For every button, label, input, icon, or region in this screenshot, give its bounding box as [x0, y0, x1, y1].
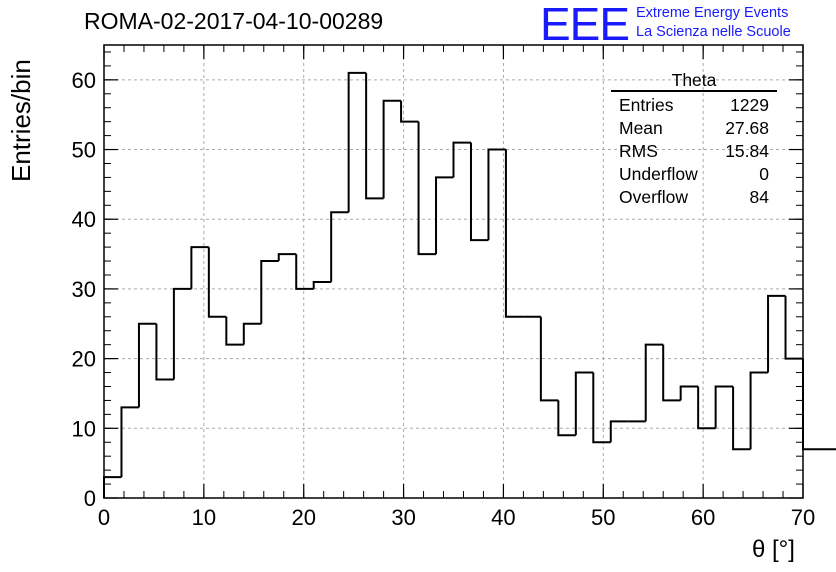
- histogram-bin: [435, 176, 454, 255]
- y-tick-label: 60: [72, 68, 96, 93]
- chart-title: ROMA-02-2017-04-10-00289: [84, 8, 384, 34]
- stats-label: RMS: [619, 141, 658, 161]
- stats-row: Overflow 84: [611, 186, 777, 209]
- x-tick-label: 0: [98, 505, 110, 530]
- histogram-bin: [732, 386, 751, 451]
- histogram-bin: [242, 322, 262, 345]
- x-tick-label: 70: [791, 505, 815, 530]
- histogram-bin: [679, 385, 699, 401]
- stats-value: 15.84: [725, 141, 769, 161]
- stats-value: 84: [749, 187, 769, 207]
- logo-caption: Extreme Energy Events La Scienza nelle S…: [636, 4, 791, 42]
- tick-labels: 0 10 20 30 40 50 60 70 0 10 20 30 40 50 60: [72, 68, 816, 530]
- histogram-bin: [347, 71, 367, 213]
- histogram-bin: [749, 371, 769, 450]
- stats-value: 1229: [730, 95, 769, 115]
- stats-label: Underflow: [619, 164, 698, 184]
- histogram-bin: [155, 323, 174, 381]
- histogram-bin: [400, 100, 419, 123]
- histogram-bin: [469, 142, 489, 242]
- histogram-bin: [767, 294, 786, 373]
- stats-row: RMS 15.84: [611, 140, 777, 163]
- y-tick-label: 20: [72, 347, 96, 372]
- x-tick-label: 20: [291, 505, 315, 530]
- x-tick-label: 30: [391, 505, 415, 530]
- stats-row: Entries 1229: [611, 94, 777, 117]
- histogram-bin: [417, 121, 437, 256]
- histogram-bin: [662, 344, 681, 402]
- histogram-bin: [644, 343, 664, 422]
- histogram-bin: [574, 371, 594, 436]
- histogram-bin: [609, 420, 629, 443]
- stats-value: 27.68: [725, 118, 769, 138]
- y-tick-label: 40: [72, 207, 96, 232]
- histogram-bin: [487, 148, 506, 241]
- eee-logo: EEE: [540, 0, 630, 50]
- y-tick-label: 30: [72, 277, 96, 302]
- histogram-bin: [784, 295, 803, 360]
- histogram-bin: [207, 247, 227, 318]
- histogram-bin: [120, 406, 139, 478]
- y-tick-label: 50: [72, 138, 96, 163]
- x-tick-label: 40: [491, 505, 515, 530]
- x-axis-label: θ [°]: [752, 536, 795, 563]
- histogram-bin: [330, 211, 349, 282]
- logo-line-1: Extreme Energy Events: [636, 5, 789, 21]
- histogram-bin: [452, 141, 471, 178]
- histogram-bin: [504, 149, 524, 318]
- stats-label: Mean: [619, 118, 663, 138]
- x-tick-label: 50: [591, 505, 615, 530]
- histogram-bin: [312, 280, 332, 289]
- stats-row: Underflow 0: [611, 163, 777, 186]
- y-tick-label: 0: [84, 486, 96, 511]
- x-tick-label: 60: [691, 505, 715, 530]
- histogram-bin: [190, 246, 209, 289]
- y-axis-label: Entries/bin: [6, 59, 36, 182]
- y-tick-label: 10: [72, 416, 96, 441]
- x-tick-label: 10: [192, 505, 216, 530]
- stats-box: Theta Entries 1229 Mean 27.68 RMS 15.84 …: [611, 70, 777, 209]
- stats-label: Entries: [619, 95, 674, 115]
- histogram-bin: [539, 316, 559, 402]
- stats-value: 0: [759, 164, 769, 184]
- histogram-bin: [137, 322, 157, 408]
- logo-line-2: La Scienza nelle Scuole: [636, 24, 791, 40]
- histogram-bin: [382, 99, 402, 199]
- stats-label: Overflow: [619, 187, 689, 207]
- stats-title: Theta: [611, 70, 777, 92]
- histogram-bin: [103, 476, 122, 498]
- histogram-bars: [103, 71, 836, 498]
- histogram-bin: [295, 254, 314, 290]
- histogram-bin: [225, 316, 244, 346]
- histogram-bin: [277, 253, 297, 262]
- plot-frame: [103, 44, 804, 499]
- histogram-bin: [592, 372, 611, 444]
- stats-row: Mean 27.68: [611, 117, 777, 140]
- histogram-bin: [557, 400, 576, 437]
- histogram-bin: [365, 72, 384, 200]
- histogram-bin: [260, 260, 279, 324]
- histogram-bin: [172, 287, 192, 380]
- histogram-bin: [714, 385, 734, 429]
- histogram-bin: [802, 358, 821, 451]
- histogram-bin: [697, 386, 716, 430]
